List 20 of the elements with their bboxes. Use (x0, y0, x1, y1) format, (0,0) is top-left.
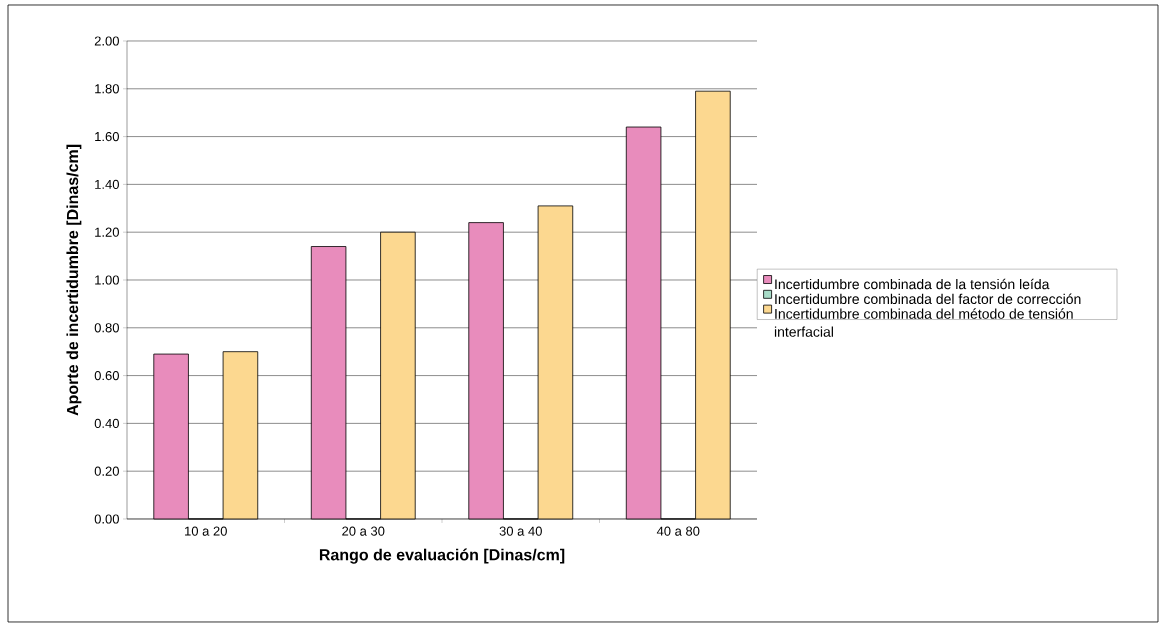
x-tick-label: 20 a 30 (342, 526, 385, 536)
x-tick-label: 30 a 40 (499, 526, 542, 536)
legend-label: Incertidumbre combinada de la tensión leída (775, 278, 1050, 290)
legend-label: Incertidumbre combinada del factor de corrección (775, 293, 1081, 305)
y-tick-label: 1.60 (95, 131, 119, 142)
y-tick-label: 0.60 (94, 370, 119, 381)
y-tick-label: 0.40 (94, 418, 119, 428)
legend-label: Incertidumbre combinada del método de tensión interfacial (774, 308, 1073, 337)
y-axis-title: Aporte de incertidumbre [Dinas/cm] (66, 144, 82, 416)
y-tick-label: 2.00 (94, 36, 119, 46)
y-tick-label: 1.80 (95, 84, 119, 94)
y-tick-label: 1.40 (95, 179, 119, 189)
x-tick-label: 10 a 20 (185, 526, 227, 536)
y-tick-label: 0.00 (94, 514, 119, 524)
y-tick-label: 1.20 (95, 227, 119, 237)
x-tick-label: 40 a 80 (656, 526, 700, 536)
y-tick-label: 0.80 (94, 323, 119, 333)
y-tick-label: 1.00 (95, 275, 119, 285)
y-tick-label: 0.20 (94, 466, 119, 476)
x-axis-title: Rango de evaluación [Dinas/cm] (319, 548, 565, 564)
